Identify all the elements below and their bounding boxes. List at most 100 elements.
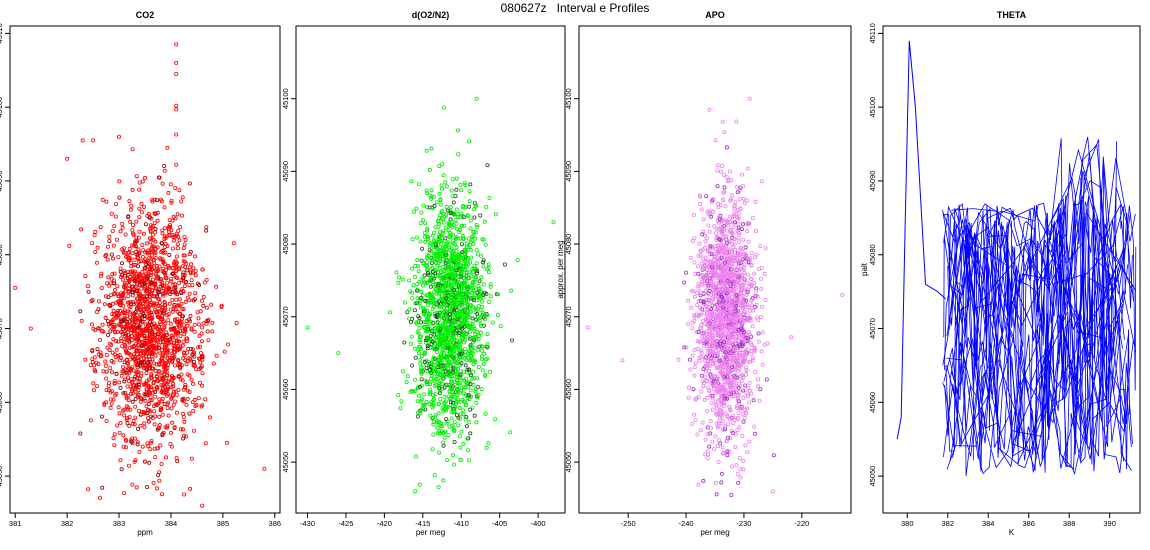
x-tick-label: -425 bbox=[338, 519, 353, 528]
data-point bbox=[142, 175, 147, 180]
data-point bbox=[67, 243, 72, 248]
data-point bbox=[698, 428, 703, 433]
data-point bbox=[117, 134, 122, 139]
data-point bbox=[691, 212, 696, 217]
y-tick-label: 45050 bbox=[281, 452, 290, 473]
data-point bbox=[509, 288, 514, 293]
data-point bbox=[128, 274, 133, 279]
data-point bbox=[177, 320, 182, 325]
data-point bbox=[145, 484, 150, 489]
data-point bbox=[120, 261, 125, 266]
x-tick-label: -410 bbox=[454, 519, 469, 528]
data-point bbox=[450, 394, 455, 399]
data-point bbox=[696, 253, 701, 258]
data-point bbox=[449, 292, 454, 297]
data-point bbox=[438, 361, 443, 366]
data-point bbox=[431, 245, 436, 250]
data-point bbox=[95, 245, 100, 250]
data-point bbox=[701, 343, 706, 348]
data-point bbox=[187, 411, 192, 416]
data-point bbox=[159, 492, 164, 497]
data-point bbox=[475, 348, 480, 353]
data-point bbox=[416, 300, 421, 305]
data-point bbox=[182, 332, 187, 337]
plot-frame bbox=[295, 25, 566, 514]
data-point bbox=[740, 278, 745, 283]
data-point bbox=[167, 353, 172, 358]
data-point bbox=[134, 283, 139, 288]
data-point bbox=[149, 373, 154, 378]
data-point bbox=[725, 355, 730, 360]
data-point bbox=[442, 319, 447, 324]
data-point bbox=[462, 378, 467, 383]
data-point bbox=[152, 230, 157, 235]
data-point bbox=[181, 436, 186, 441]
data-point bbox=[747, 439, 752, 444]
data-point bbox=[747, 400, 752, 405]
data-point bbox=[467, 139, 472, 144]
data-point bbox=[735, 404, 740, 409]
data-point bbox=[412, 274, 417, 279]
data-point bbox=[185, 268, 190, 273]
data-point bbox=[122, 269, 127, 274]
data-point bbox=[143, 410, 148, 415]
data-point bbox=[689, 305, 694, 310]
data-point bbox=[159, 399, 164, 404]
data-point bbox=[708, 363, 713, 368]
data-point bbox=[136, 382, 141, 387]
data-point bbox=[162, 271, 167, 276]
data-point bbox=[144, 404, 149, 409]
data-point bbox=[153, 281, 158, 286]
data-point bbox=[721, 234, 726, 239]
data-point bbox=[144, 259, 149, 264]
data-point bbox=[167, 229, 172, 234]
data-point bbox=[738, 467, 743, 472]
data-point bbox=[423, 239, 428, 244]
y-tick-label: 45090 bbox=[564, 161, 573, 182]
data-point bbox=[176, 267, 181, 272]
data-point bbox=[439, 276, 444, 281]
data-point bbox=[459, 361, 464, 366]
data-point bbox=[741, 411, 746, 416]
x-axis-label: per meg bbox=[700, 528, 729, 537]
data-point bbox=[136, 255, 141, 260]
data-point bbox=[124, 336, 129, 341]
y-tick-label: 45080 bbox=[281, 234, 290, 255]
data-point bbox=[442, 269, 447, 274]
data-point bbox=[175, 338, 180, 343]
data-point bbox=[428, 284, 433, 289]
data-point bbox=[187, 291, 192, 296]
data-point bbox=[140, 329, 145, 334]
data-point bbox=[468, 247, 473, 252]
data-point bbox=[104, 252, 109, 257]
data-point bbox=[710, 209, 715, 214]
data-point bbox=[100, 329, 105, 334]
data-point bbox=[111, 308, 116, 313]
data-point bbox=[99, 285, 104, 290]
data-point bbox=[197, 357, 202, 362]
data-point bbox=[437, 314, 442, 319]
data-point bbox=[387, 310, 392, 315]
data-point bbox=[170, 420, 175, 425]
data-point bbox=[452, 337, 457, 342]
data-point bbox=[132, 277, 137, 282]
data-point bbox=[452, 331, 457, 336]
data-point bbox=[741, 395, 746, 400]
data-point bbox=[446, 433, 451, 438]
data-point bbox=[195, 281, 200, 286]
data-point bbox=[109, 401, 114, 406]
data-point bbox=[721, 327, 726, 332]
data-point bbox=[431, 230, 436, 235]
data-point bbox=[28, 326, 33, 331]
data-point bbox=[190, 400, 195, 405]
data-point bbox=[462, 370, 467, 375]
data-point bbox=[437, 254, 442, 259]
data-point bbox=[126, 283, 131, 288]
data-point bbox=[451, 276, 456, 281]
data-point bbox=[703, 245, 708, 250]
data-point bbox=[137, 317, 142, 322]
data-point bbox=[439, 341, 444, 346]
y-tick-label: 45080 bbox=[0, 244, 4, 265]
data-point bbox=[709, 357, 714, 362]
data-point bbox=[437, 345, 442, 350]
